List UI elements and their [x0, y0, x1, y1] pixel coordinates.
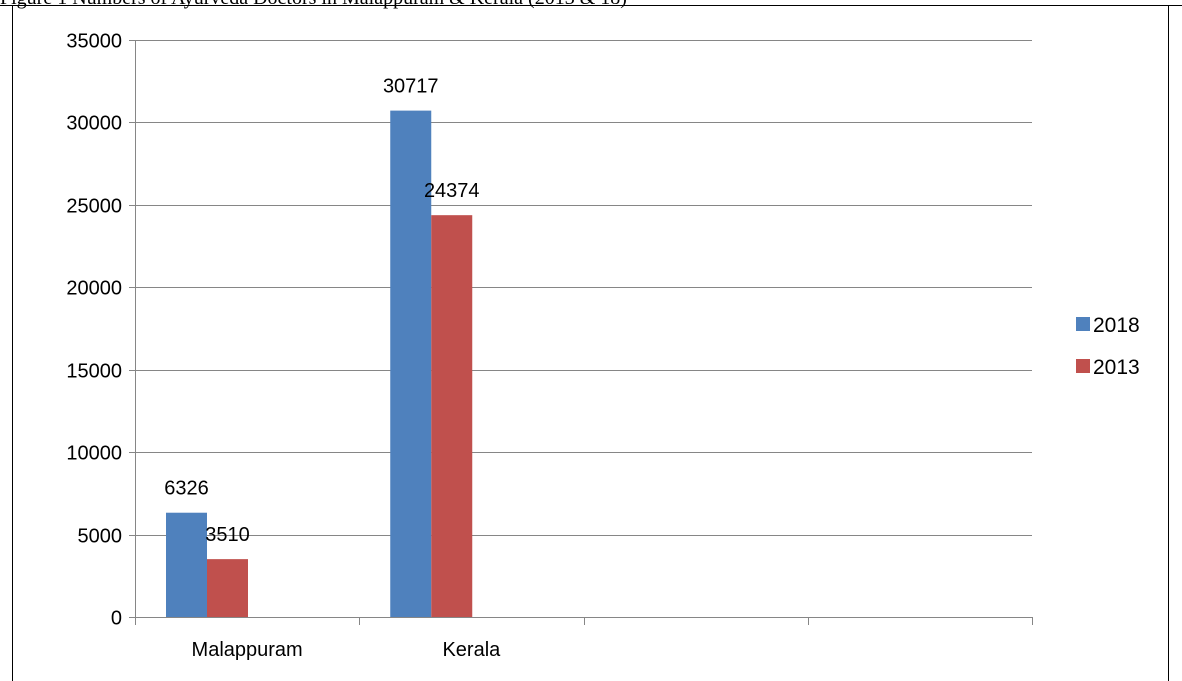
bars — [166, 110, 473, 618]
data-label: 6326 — [164, 478, 209, 500]
y-tick-label: 20000 — [66, 278, 122, 300]
legend-swatch — [1076, 317, 1090, 331]
bar-2013-kerala — [431, 215, 473, 618]
legend-label: 2013 — [1093, 356, 1140, 379]
x-tick-labels: Malappuram Kerala — [192, 639, 502, 661]
data-labels: 6326 30717 3510 24374 — [164, 76, 479, 547]
bar-2018-malappuram — [166, 512, 207, 617]
bar-2013-malappuram — [207, 559, 248, 617]
y-tick-label: 0 — [111, 608, 122, 630]
y-tick-label: 10000 — [66, 443, 122, 465]
legend-swatch — [1076, 359, 1090, 373]
bar-2018-kerala — [390, 110, 432, 618]
legend: 2018 2013 — [1076, 314, 1140, 379]
y-tick-label: 15000 — [66, 361, 122, 383]
y-tick-labels: 0 5000 10000 15000 20000 25000 30000 35000 — [66, 31, 122, 630]
figure-caption: Figure 1 Numbers of Ayurveda Doctors in … — [0, 0, 627, 9]
legend-label: 2018 — [1093, 314, 1140, 337]
gridlines — [135, 40, 1032, 536]
y-tick-label: 25000 — [66, 196, 122, 218]
x-tick-label: Malappuram — [192, 639, 303, 661]
x-tick-label: Kerala — [442, 639, 501, 661]
y-tick-label: 30000 — [66, 113, 122, 135]
axes — [129, 40, 1033, 625]
data-label: 3510 — [205, 524, 250, 546]
data-label: 30717 — [383, 76, 439, 98]
y-tick-label: 5000 — [78, 526, 123, 548]
y-tick-label: 35000 — [66, 31, 122, 53]
data-label: 24374 — [424, 180, 480, 202]
